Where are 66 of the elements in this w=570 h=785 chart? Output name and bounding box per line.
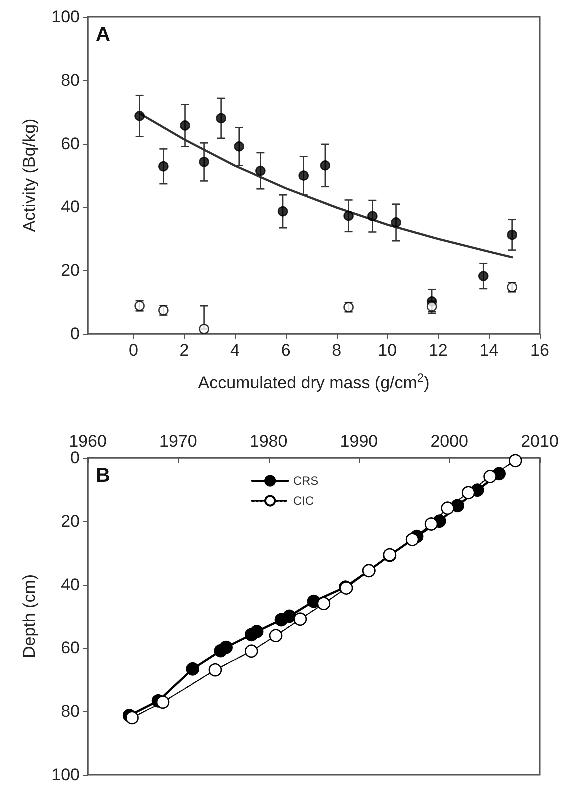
point bbox=[244, 628, 258, 642]
point bbox=[294, 612, 308, 626]
y-tick-label: 80 bbox=[61, 70, 80, 90]
x-tick-label: 6 bbox=[281, 341, 291, 360]
y-tick-label: 20 bbox=[61, 512, 80, 531]
y-tick-label: 100 bbox=[52, 766, 80, 784]
point bbox=[298, 170, 309, 181]
legend-label: CRS bbox=[293, 474, 319, 488]
annotation: B bbox=[96, 465, 110, 487]
y-tick-label: 0 bbox=[70, 448, 80, 468]
y-axis-title: Depth (cm) bbox=[20, 574, 39, 659]
point bbox=[441, 502, 454, 516]
point bbox=[234, 142, 244, 152]
x-tick-label: 4 bbox=[230, 341, 240, 360]
point bbox=[214, 644, 228, 658]
point bbox=[180, 120, 190, 131]
y-tick-label: 100 bbox=[52, 8, 80, 26]
point bbox=[199, 324, 210, 334]
point bbox=[484, 470, 497, 484]
point bbox=[126, 711, 139, 725]
point bbox=[158, 161, 169, 172]
x-tick-label: 1990 bbox=[340, 432, 378, 451]
x-tick-label: 14 bbox=[480, 341, 499, 360]
x-tick-label: 1980 bbox=[250, 432, 288, 451]
y-axis-title: Activity (Bq/kg) bbox=[20, 118, 39, 232]
x-tick-label: 16 bbox=[530, 341, 550, 360]
point bbox=[156, 696, 170, 710]
point bbox=[256, 166, 266, 176]
x-tick-label: 2000 bbox=[430, 432, 469, 451]
point bbox=[391, 218, 402, 228]
x-tick-label: 12 bbox=[428, 341, 448, 360]
y-tick-label: 40 bbox=[61, 198, 80, 217]
point bbox=[216, 113, 226, 124]
x-tick-label: 0 bbox=[128, 341, 138, 360]
x-tick-label: 2 bbox=[180, 341, 190, 360]
point bbox=[462, 486, 476, 500]
y-tick-label: 80 bbox=[61, 702, 80, 722]
y-tick-label: 60 bbox=[61, 638, 80, 658]
point bbox=[508, 454, 522, 468]
legend-label: CIC bbox=[293, 494, 314, 508]
x-tick-label: 8 bbox=[332, 341, 342, 360]
y-tick-label: 40 bbox=[61, 575, 80, 594]
point bbox=[317, 597, 331, 610]
point bbox=[368, 211, 378, 222]
point bbox=[134, 111, 145, 122]
point bbox=[244, 644, 258, 658]
x-tick-label: 1960 bbox=[69, 432, 107, 451]
point bbox=[208, 663, 222, 677]
point bbox=[320, 160, 331, 171]
x-tick-label: 10 bbox=[378, 341, 398, 360]
point bbox=[507, 230, 518, 240]
x-tick-label: 2010 bbox=[521, 432, 559, 451]
y-tick-label: 0 bbox=[70, 324, 80, 344]
y-tick-label: 60 bbox=[61, 134, 80, 154]
point bbox=[424, 518, 438, 531]
point bbox=[186, 662, 200, 676]
point bbox=[278, 206, 288, 217]
point bbox=[274, 613, 288, 627]
y-tick-label: 20 bbox=[61, 261, 80, 280]
point bbox=[269, 629, 283, 642]
point bbox=[344, 210, 354, 222]
point bbox=[406, 533, 420, 546]
x-tick-label: 1970 bbox=[159, 432, 198, 451]
annotation: A bbox=[96, 24, 110, 46]
point bbox=[478, 271, 489, 282]
point bbox=[199, 157, 210, 168]
